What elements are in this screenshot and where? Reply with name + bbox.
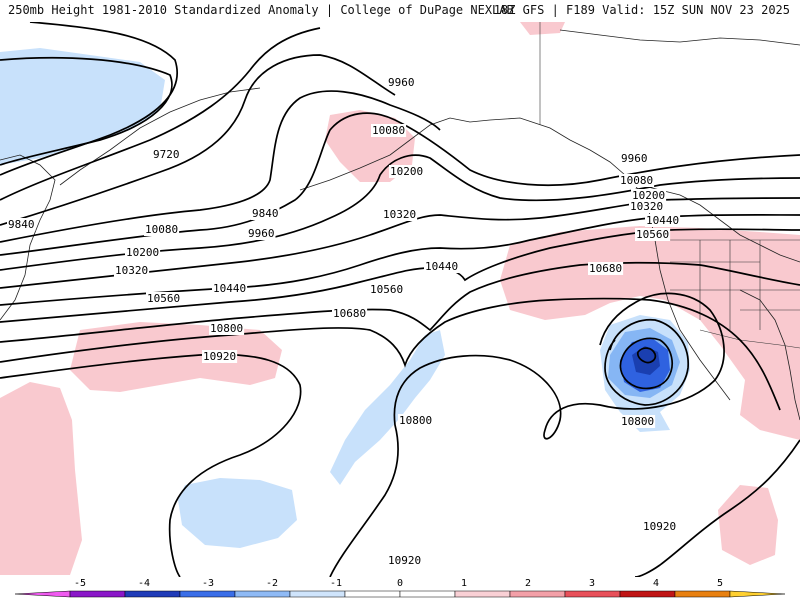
- legend-swatch: [729, 590, 786, 598]
- contour-label-10560: 10560: [147, 292, 180, 305]
- pos-anomaly-top: [520, 22, 565, 35]
- contour-label-10800: 10800: [210, 322, 243, 335]
- model-run-info: 18Z GFS | F189 Valid: 15Z SUN NOV 23 202…: [493, 3, 790, 17]
- map-canvas: 9960 10080 10200 9720 9840 9840 9960 100…: [0, 22, 800, 577]
- legend-swatch: [124, 590, 181, 598]
- legend-swatch: [454, 590, 511, 598]
- contour-label-9840: 9840: [8, 218, 35, 231]
- neg-anomaly-low-center: [632, 346, 660, 375]
- contour-label-10800: 10800: [399, 414, 432, 427]
- pos-anomaly-southeast: [718, 485, 778, 565]
- legend-color-bar: [14, 590, 786, 598]
- contour-label-10440: 10440: [646, 214, 679, 227]
- legend-tick-label: -1: [330, 578, 342, 589]
- contour-label-10920: 10920: [203, 350, 236, 363]
- contour-label-10080: 10080: [145, 223, 178, 236]
- legend-tick-label: 4: [653, 578, 659, 589]
- contour-label-10320: 10320: [115, 264, 148, 277]
- legend-tick-label: 2: [525, 578, 531, 589]
- pos-anomaly-california: [500, 226, 800, 440]
- legend-tick-label: 0: [397, 578, 403, 589]
- legend-tick-label: 5: [717, 578, 723, 589]
- legend-tick-labels: -5 -4 -3 -2 -1 0 1 2 3 4 5: [74, 578, 723, 589]
- legend-tick-label: -4: [138, 578, 150, 589]
- contour-label-9960: 9960: [621, 152, 648, 165]
- map-title: 250mb Height 1981-2010 Standardized Anom…: [8, 3, 514, 17]
- contour-label-10680: 10680: [333, 307, 366, 320]
- contour-label-10920: 10920: [388, 554, 421, 567]
- contour-label-10440: 10440: [213, 282, 246, 295]
- contour-label-9960: 9960: [248, 227, 275, 240]
- pos-anomaly-southwest: [0, 382, 82, 575]
- neg-anomaly-central: [330, 330, 445, 485]
- contour-label-10320: 10320: [383, 208, 416, 221]
- neg-anomaly-bering: [0, 48, 165, 165]
- header-bar: 250mb Height 1981-2010 Standardized Anom…: [0, 0, 800, 22]
- contour-label-10800: 10800: [621, 415, 654, 428]
- legend-swatch: [619, 590, 676, 598]
- legend-swatch: [179, 590, 236, 598]
- neg-anomaly-hawaii-west: [178, 478, 297, 548]
- contour-label-10080: 10080: [620, 174, 653, 187]
- contour-labels: 9960 10080 10200 9720 9840 9840 9960 100…: [7, 76, 681, 567]
- contour-label-10920: 10920: [643, 520, 676, 533]
- contour-label-9960: 9960: [388, 76, 415, 89]
- legend-swatch: [509, 590, 566, 598]
- legend-swatch: [399, 590, 456, 598]
- legend-tick-label: -2: [266, 578, 278, 589]
- contour-label-10560: 10560: [636, 228, 669, 241]
- contour-label-10080: 10080: [372, 124, 405, 137]
- legend-swatch: [674, 590, 731, 598]
- state-borders: [539, 22, 800, 349]
- contour-label-10320: 10320: [630, 200, 663, 213]
- legend-tick-label: -5: [74, 578, 86, 589]
- contour-label-10200: 10200: [126, 246, 159, 259]
- anomaly-color-legend: -5 -4 -3 -2 -1 0 1 2 3 4 5: [14, 578, 786, 598]
- legend-tick-label: -3: [202, 578, 214, 589]
- contour-label-10200: 10200: [390, 165, 423, 178]
- coastlines: [0, 29, 800, 421]
- legend-swatch: [564, 590, 621, 598]
- contour-label-10560: 10560: [370, 283, 403, 296]
- contour-label-9720: 9720: [153, 148, 180, 161]
- legend-swatch: [344, 590, 401, 598]
- legend-swatch: [14, 590, 71, 598]
- contour-label-10440: 10440: [425, 260, 458, 273]
- contour-label-10680: 10680: [589, 262, 622, 275]
- legend-tick-label: 3: [589, 578, 595, 589]
- legend-swatch: [289, 590, 346, 598]
- legend-swatch: [234, 590, 291, 598]
- contour-label-10200: 10200: [632, 189, 665, 202]
- legend-tick-label: 1: [461, 578, 467, 589]
- contour-label-9840: 9840: [252, 207, 279, 220]
- legend-swatch: [69, 590, 126, 598]
